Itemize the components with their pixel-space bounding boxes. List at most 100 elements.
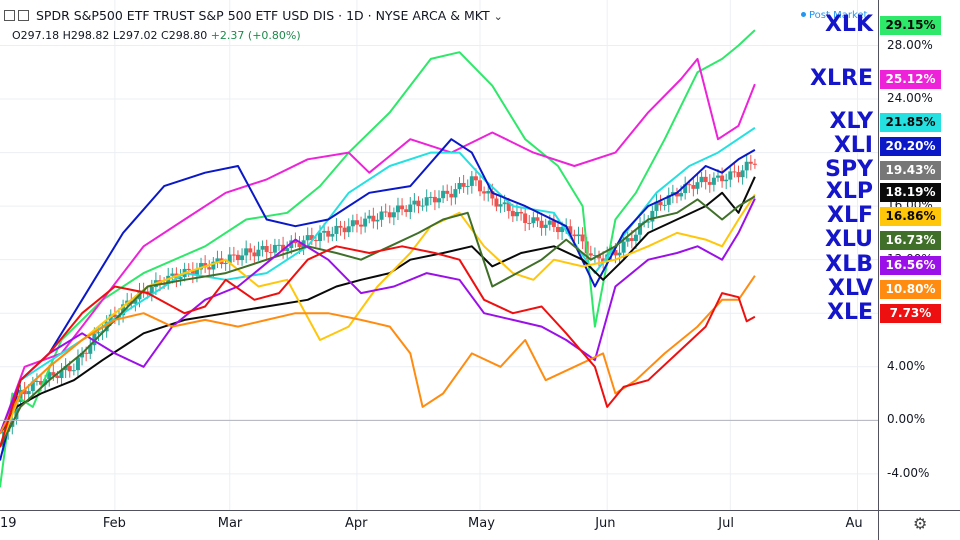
spy-candle-body xyxy=(514,211,519,217)
spy-candle-body xyxy=(580,234,585,242)
spy-candle-body xyxy=(186,268,191,271)
spy-candle-body xyxy=(313,240,318,242)
spy-candle-body xyxy=(133,299,138,304)
spy-candle-body xyxy=(84,352,89,354)
spy-candle-body xyxy=(613,250,618,256)
spy-candle-body xyxy=(711,177,716,185)
spy-candle-body xyxy=(543,224,548,228)
spy-candle-body xyxy=(395,205,400,213)
symbol-label-xlu: XLU xyxy=(824,227,873,252)
spy-candle-body xyxy=(75,357,80,371)
series-line-xle xyxy=(0,245,756,448)
spy-candle-body xyxy=(588,253,593,256)
spy-candle-body xyxy=(428,196,433,198)
spy-candle-body xyxy=(285,248,290,252)
spy-candle-body xyxy=(391,212,396,218)
spy-candle-body xyxy=(375,219,380,222)
symbol-label-xlk: XLK xyxy=(824,12,873,37)
spy-candle-body xyxy=(293,240,298,244)
symbol-label-spy: SPY xyxy=(825,157,873,182)
spy-candle-body xyxy=(121,304,126,316)
spy-candle-body xyxy=(383,211,388,213)
spy-candle-body xyxy=(43,379,48,385)
spy-candle-body xyxy=(445,190,450,194)
ohlc-readout: O297.18 H298.82 L297.02 C298.80 +2.37 (+… xyxy=(12,29,301,42)
spy-candle-body xyxy=(592,255,597,257)
symbol-label-xlf: XLF xyxy=(826,203,873,228)
spy-candle-body xyxy=(420,205,425,207)
x-tick-label: Apr xyxy=(344,516,368,531)
series-line-xlb xyxy=(0,198,756,435)
spy-candle-body xyxy=(687,184,692,186)
chevron-down-icon[interactable]: ⌄ xyxy=(493,10,503,23)
spy-candle-body xyxy=(244,248,249,256)
spy-candle-body xyxy=(437,198,441,203)
spy-candle-body xyxy=(441,190,446,199)
spy-candle-body xyxy=(350,220,355,227)
series-lines xyxy=(0,29,756,488)
spy-candle-body xyxy=(371,215,376,222)
spy-candle-body xyxy=(654,201,659,211)
spy-candle-body xyxy=(252,252,257,257)
gear-icon[interactable]: ⚙ xyxy=(913,514,928,533)
spy-candle-body xyxy=(256,249,261,257)
spy-candle-body xyxy=(67,365,72,372)
spy-candle-body xyxy=(597,255,602,259)
symbol-label-xli: XLI xyxy=(833,133,873,158)
spy-candle-body xyxy=(240,255,245,261)
collapse-square-icon[interactable] xyxy=(4,10,15,21)
symbol-label-xlre: XLRE xyxy=(810,66,873,91)
spy-candle-body xyxy=(555,226,560,233)
spy-candle-body xyxy=(560,226,565,233)
spy-candle-body xyxy=(400,205,405,210)
symbol-label-xlv: XLV xyxy=(828,276,873,301)
spy-candle-body xyxy=(272,244,277,253)
spy-candle-body xyxy=(412,200,417,205)
spy-candle-body xyxy=(617,252,622,256)
change-value: +2.37 (+0.80%) xyxy=(210,29,301,42)
symbol-title[interactable]: SPDR S&P500 ETF TRUST S&P 500 ETF USD DI… xyxy=(35,8,490,23)
spy-candle-body xyxy=(523,213,528,223)
spy-candle-body xyxy=(601,258,606,262)
spy-candle-body xyxy=(662,204,667,206)
low-value: L297.02 xyxy=(112,29,158,42)
spy-candle-body xyxy=(691,185,696,189)
spy-candle-body xyxy=(666,195,671,205)
spy-candle-body xyxy=(281,244,286,252)
symbol-label-xlb: XLB xyxy=(825,252,873,277)
spy-candle-body xyxy=(695,182,700,189)
x-tick-label: May xyxy=(468,516,495,531)
spy-candle-body xyxy=(658,201,663,206)
collapse-square-icon[interactable] xyxy=(18,10,29,21)
post-market-indicator[interactable]: Post Market xyxy=(801,10,867,21)
y-tick-label: 0.00% xyxy=(887,412,926,427)
spy-candle-body xyxy=(752,163,757,165)
spy-candle-body xyxy=(26,391,31,395)
spy-candle-body xyxy=(720,175,725,182)
spy-candle-body xyxy=(342,227,347,233)
spy-candle-body xyxy=(498,204,503,207)
spy-candle-body xyxy=(14,401,19,420)
spy-candle-body xyxy=(322,230,327,233)
value-tag-xli: 20.20% xyxy=(880,137,941,156)
spy-candle-body xyxy=(486,191,491,194)
x-tick-label: Jul xyxy=(718,516,734,531)
spy-candle-body xyxy=(531,217,536,224)
symbol-header[interactable]: SPDR S&P500 ETF TRUST S&P 500 ETF USD DI… xyxy=(4,8,503,23)
x-tick-label: Au xyxy=(845,516,863,531)
spy-candle-body xyxy=(638,223,643,235)
spy-candle-body xyxy=(432,196,437,203)
spy-candle-body xyxy=(576,234,581,237)
spy-candle-body xyxy=(650,210,655,222)
value-tag-xlv: 10.80% xyxy=(880,280,941,299)
spy-candle-body xyxy=(334,225,339,234)
x-tick-label: Feb xyxy=(102,516,126,531)
spy-candle-body xyxy=(199,263,204,270)
spy-candle-body xyxy=(404,209,409,213)
spy-candle-body xyxy=(264,246,269,253)
series-line-xlre xyxy=(0,57,756,435)
spy-candle-body xyxy=(112,314,117,318)
spy-candle-body xyxy=(47,372,52,380)
